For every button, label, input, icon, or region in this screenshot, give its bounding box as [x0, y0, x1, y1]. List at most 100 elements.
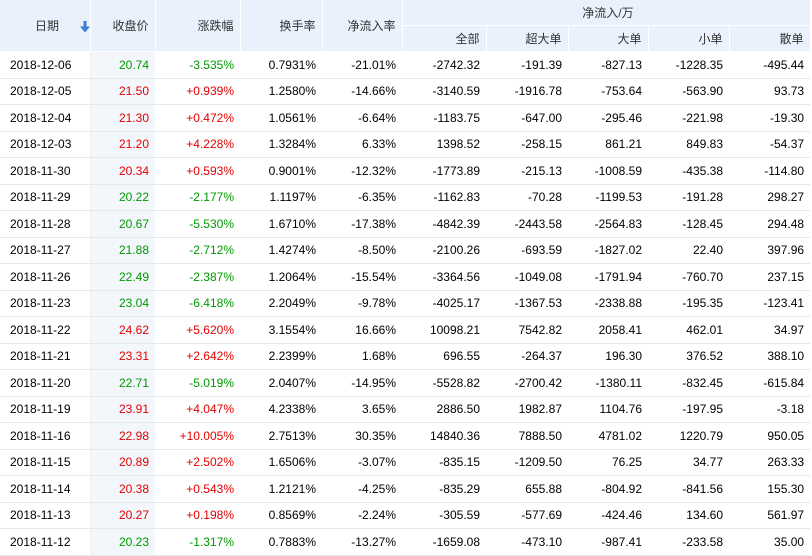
row-net-all: 1398.52 — [402, 131, 486, 158]
row-net-large: 76.25 — [568, 449, 648, 476]
row-net-large: 861.21 — [568, 131, 648, 158]
row-net-super-large: -1049.08 — [486, 263, 568, 291]
row-turnover: 1.2121% — [240, 475, 322, 503]
row-net-rate: -21.01% — [322, 51, 402, 79]
row-net-super-large: -191.39 — [486, 51, 568, 79]
row-net-rate: -9.78% — [322, 290, 402, 317]
header-date-label: 日期 — [35, 19, 60, 33]
row-date: 2018-11-14 — [0, 475, 91, 503]
row-net-super-large: -647.00 — [486, 104, 568, 132]
header-large[interactable]: 大单 — [568, 25, 649, 52]
table-row: 2018-11-14 20.38 +0.543% 1.2121% -4.25% -835.… — [0, 475, 811, 503]
row-close: 22.98 — [90, 422, 155, 450]
row-net-all: -3140.59 — [402, 78, 486, 105]
row-net-small: -563.90 — [648, 78, 729, 105]
row-net-retail: 263.33 — [729, 449, 811, 476]
row-net-large: -1791.94 — [568, 263, 648, 291]
row-net-retail: 35.00 — [729, 528, 811, 556]
row-net-super-large: -1209.50 — [486, 449, 568, 476]
row-close: 20.67 — [90, 210, 155, 238]
row-date: 2018-12-04 — [0, 104, 91, 132]
row-date: 2018-11-16 — [0, 422, 91, 450]
row-net-small: 849.83 — [648, 131, 729, 158]
row-net-retail: 561.97 — [729, 502, 811, 529]
row-change: -2.712% — [155, 237, 240, 264]
row-change: -5.019% — [155, 369, 240, 397]
row-net-super-large: -215.13 — [486, 157, 568, 185]
header-close[interactable]: 收盘价 — [90, 0, 156, 52]
row-net-rate: 1.68% — [322, 343, 402, 370]
table-row: 2018-11-26 22.49 -2.387% 1.2064% -15.54% -336… — [0, 263, 811, 291]
row-net-all: -5528.82 — [402, 369, 486, 397]
table-row: 2018-12-05 21.50 +0.939% 1.2580% -14.66% -314… — [0, 78, 811, 105]
row-change: +0.472% — [155, 104, 240, 132]
table-row: 2018-11-19 23.91 +4.047% 4.2338% 3.65% 2886.5… — [0, 396, 811, 423]
row-net-large: -2338.88 — [568, 290, 648, 317]
row-net-rate: -14.66% — [322, 78, 402, 105]
table-row: 2018-11-30 20.34 +0.593% 0.9001% -12.32% -177… — [0, 157, 811, 185]
row-change: +4.228% — [155, 131, 240, 158]
row-close: 23.04 — [90, 290, 155, 317]
row-net-retail: -114.80 — [729, 157, 811, 185]
header-change[interactable]: 涨跌幅 — [155, 0, 241, 52]
row-net-rate: 6.33% — [322, 131, 402, 158]
table-row: 2018-12-06 20.74 -3.535% 0.7931% -21.01% -274… — [0, 51, 811, 79]
row-net-rate: -6.35% — [322, 184, 402, 211]
row-net-all: -3364.56 — [402, 263, 486, 291]
header-super-large[interactable]: 超大单 — [486, 25, 569, 52]
row-net-super-large: -264.37 — [486, 343, 568, 370]
row-net-all: -4842.39 — [402, 210, 486, 238]
row-net-super-large: -258.15 — [486, 131, 568, 158]
row-net-retail: 34.97 — [729, 316, 811, 344]
row-date: 2018-12-06 — [0, 51, 91, 79]
row-net-all: -1162.83 — [402, 184, 486, 211]
table-row: 2018-11-21 23.31 +2.642% 2.2399% 1.68% 696.55… — [0, 343, 811, 370]
table-row: 2018-11-15 20.89 +2.502% 1.6506% -3.07% -835.… — [0, 449, 811, 476]
row-net-small: -128.45 — [648, 210, 729, 238]
row-net-all: -4025.17 — [402, 290, 486, 317]
row-change: +0.543% — [155, 475, 240, 503]
row-net-all: -1183.75 — [402, 104, 486, 132]
header-turnover[interactable]: 换手率 — [240, 0, 323, 52]
table-row: 2018-11-23 23.04 -6.418% 2.2049% -9.78% -4025… — [0, 290, 811, 317]
row-turnover: 2.0407% — [240, 369, 322, 397]
header-date[interactable]: 日期 — [0, 0, 91, 52]
row-net-rate: 3.65% — [322, 396, 402, 423]
row-net-small: -841.56 — [648, 475, 729, 503]
row-change: +0.939% — [155, 78, 240, 105]
row-net-small: 22.40 — [648, 237, 729, 264]
row-date: 2018-12-05 — [0, 78, 91, 105]
table-row: 2018-11-28 20.67 -5.530% 1.6710% -17.38% -484… — [0, 210, 811, 238]
row-net-rate: -17.38% — [322, 210, 402, 238]
table-row: 2018-11-20 22.71 -5.019% 2.0407% -14.95% -552… — [0, 369, 811, 397]
row-change: -2.177% — [155, 184, 240, 211]
row-close: 20.34 — [90, 157, 155, 185]
table-body: 2018-12-06 20.74 -3.535% 0.7931% -21.01% -274… — [0, 51, 811, 556]
table-row: 2018-11-16 22.98 +10.005% 2.7513% 30.35% 1484… — [0, 422, 811, 450]
sort-down-arrow-icon[interactable] — [80, 21, 90, 33]
row-net-small: -1228.35 — [648, 51, 729, 79]
row-net-super-large: 655.88 — [486, 475, 568, 503]
row-change: +4.047% — [155, 396, 240, 423]
row-turnover: 2.2049% — [240, 290, 322, 317]
table-row: 2018-11-29 20.22 -2.177% 1.1197% -6.35% -1162… — [0, 184, 811, 211]
row-change: +5.620% — [155, 316, 240, 344]
row-change: -5.530% — [155, 210, 240, 238]
row-date: 2018-11-22 — [0, 316, 91, 344]
header-small[interactable]: 小单 — [648, 25, 730, 52]
row-change: -6.418% — [155, 290, 240, 317]
row-change: -3.535% — [155, 51, 240, 79]
row-net-all: -2100.26 — [402, 237, 486, 264]
header-all[interactable]: 全部 — [402, 25, 487, 52]
header-retail[interactable]: 散单 — [729, 25, 811, 52]
row-net-retail: 397.96 — [729, 237, 811, 264]
row-change: +2.502% — [155, 449, 240, 476]
row-close: 21.30 — [90, 104, 155, 132]
row-net-rate: -12.32% — [322, 157, 402, 185]
row-change: +2.642% — [155, 343, 240, 370]
row-net-all: -835.15 — [402, 449, 486, 476]
row-net-retail: -54.37 — [729, 131, 811, 158]
row-change: +10.005% — [155, 422, 240, 450]
header-net-rate[interactable]: 净流入率 — [322, 0, 403, 52]
